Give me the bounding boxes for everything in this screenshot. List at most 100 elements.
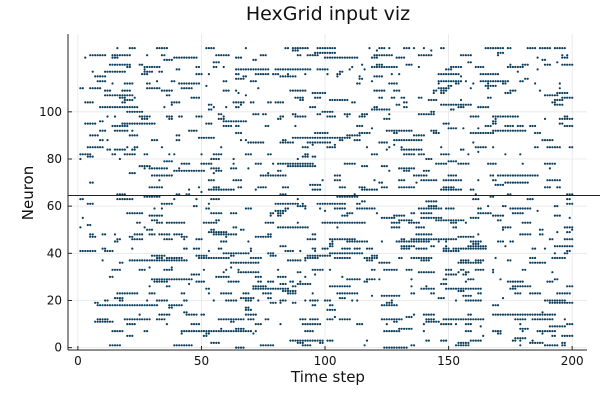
spike-point [538, 131, 542, 135]
spike-point [348, 278, 351, 281]
spike-point [215, 169, 218, 172]
spike-point [432, 89, 435, 92]
spike-point [252, 113, 255, 116]
spike-point [348, 285, 351, 288]
spike-point [304, 162, 307, 165]
spike-point [108, 320, 112, 323]
spike-point [160, 256, 163, 260]
spike-point [84, 249, 87, 253]
spike-point [501, 183, 505, 186]
spike-point [427, 216, 430, 219]
spike-point [131, 129, 134, 132]
spike-point [158, 174, 161, 177]
spike-point [116, 304, 119, 307]
spike-point [168, 58, 171, 62]
spike-point [373, 268, 376, 271]
spike-point [274, 254, 277, 257]
spike-point [237, 106, 240, 109]
spike-point [210, 198, 213, 201]
spike-point [143, 259, 146, 262]
spike-point [192, 96, 196, 99]
spike-point [462, 273, 465, 276]
spike-point [385, 117, 388, 120]
spike-point [393, 318, 396, 321]
spike-point [563, 63, 566, 66]
spike-point [398, 167, 401, 170]
spike-point [529, 207, 532, 210]
spike-point [220, 256, 223, 260]
spike-point [141, 73, 144, 76]
spike-point [462, 106, 465, 109]
spike-point [553, 146, 557, 149]
spike-point [301, 155, 304, 158]
spike-point [232, 120, 235, 123]
spike-point [170, 115, 173, 118]
spike-point [353, 162, 356, 165]
spike-point [445, 318, 448, 321]
spike-point [175, 256, 178, 260]
spike-point [269, 252, 272, 255]
spike-point [380, 165, 383, 168]
spike-point [222, 292, 225, 295]
spike-point [378, 181, 381, 184]
spike-point [462, 344, 465, 347]
spike-point [126, 89, 129, 92]
spike-point [230, 318, 233, 321]
spike-point [489, 80, 492, 83]
spike-point [249, 101, 252, 104]
spike-point [94, 146, 97, 149]
spike-point [309, 183, 312, 186]
spike-point [215, 153, 218, 156]
spike-point [383, 117, 386, 120]
spike-point [521, 174, 524, 177]
spike-point [215, 233, 218, 236]
spike-point [138, 110, 141, 113]
spike-point [178, 56, 181, 59]
spike-point [212, 157, 215, 161]
spike-point [277, 174, 280, 177]
spike-point [561, 344, 564, 347]
spike-point [405, 169, 408, 172]
spike-point [519, 153, 522, 156]
spike-point [566, 285, 569, 288]
spike-point [548, 139, 552, 142]
spike-point [445, 247, 448, 250]
spike-point [121, 124, 124, 128]
spike-point [101, 320, 104, 323]
spike-point [541, 313, 544, 316]
spike-point [267, 292, 270, 295]
spike-point [301, 68, 304, 71]
spike-point [385, 330, 388, 333]
spike-point [242, 68, 245, 71]
spike-point [356, 124, 359, 128]
spike-point [534, 261, 537, 264]
spike-point [346, 256, 349, 260]
spike-point [509, 313, 512, 316]
spike-point [534, 292, 537, 295]
spike-point [529, 174, 532, 177]
spike-point [106, 304, 109, 307]
spike-point [106, 89, 109, 92]
spike-point [286, 207, 290, 210]
spike-point [314, 247, 317, 250]
spike-point [450, 80, 453, 83]
spike-point [553, 162, 557, 165]
spike-point [331, 115, 334, 118]
spike-point [551, 334, 554, 337]
spike-point [341, 98, 344, 102]
spike-point [501, 80, 505, 83]
spike-point [511, 115, 514, 118]
spike-point [235, 327, 238, 330]
spike-point [487, 84, 490, 87]
spike-point [133, 259, 136, 262]
spike-point [365, 165, 369, 168]
spike-point [128, 63, 131, 66]
spike-point [108, 249, 112, 253]
spike-point [126, 304, 129, 307]
spike-point [264, 235, 267, 238]
spike-point [247, 240, 250, 243]
spike-point [459, 318, 463, 321]
spike-point [143, 318, 146, 321]
spike-point [138, 212, 141, 215]
spike-point [148, 285, 151, 288]
